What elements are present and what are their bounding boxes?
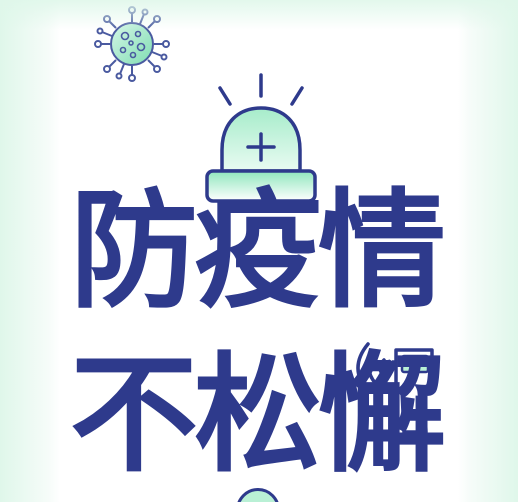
thermometer-gun-icon — [356, 342, 434, 434]
virus-icon — [94, 6, 170, 82]
headline-char: 懈 — [318, 341, 447, 490]
headline-line-2: 不松懈 — [70, 341, 447, 490]
headline-char: 不 — [70, 341, 199, 490]
headline-char: 情 — [318, 177, 447, 326]
headline-char: 疫 — [194, 177, 323, 326]
alarm-light-icon — [205, 73, 317, 203]
headline-line-1: 防疫情 — [70, 177, 447, 326]
headline-char: 防 — [70, 177, 199, 326]
headline-char: 松 — [194, 341, 323, 490]
